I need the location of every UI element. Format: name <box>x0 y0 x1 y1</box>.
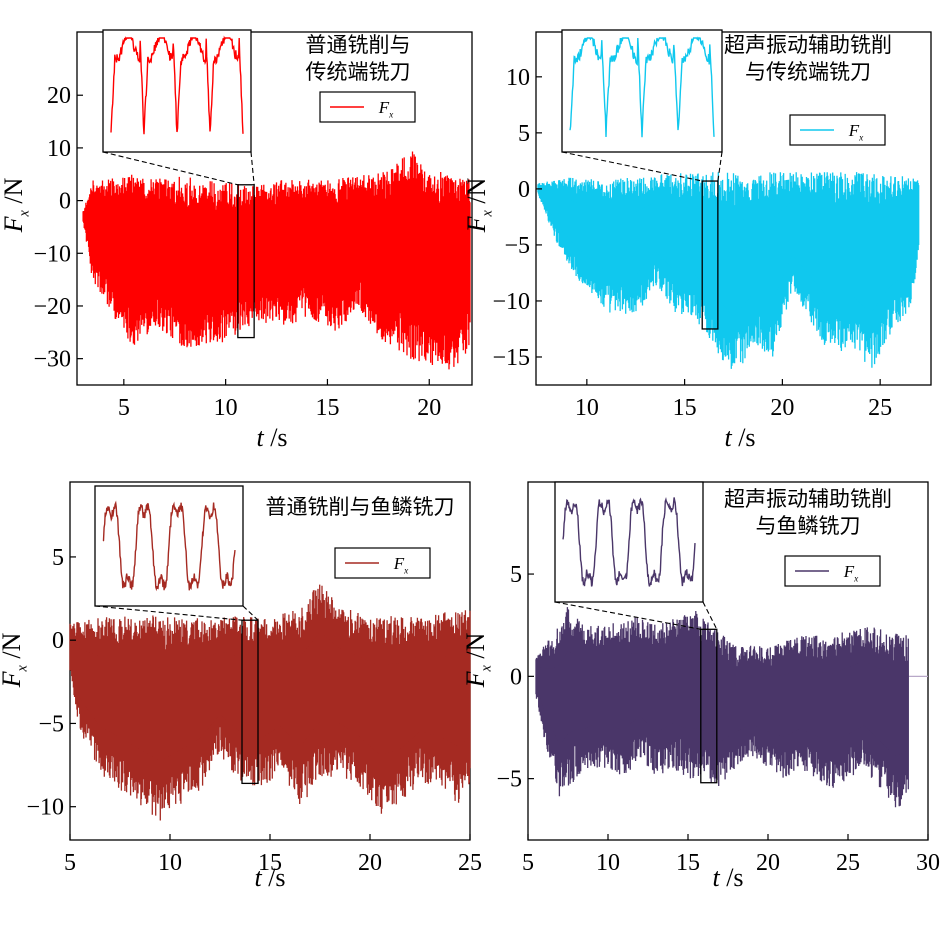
x-tick-label: 30 <box>916 850 940 876</box>
x-tick-label: 15 <box>315 395 339 421</box>
y-tick-label: 0 <box>518 177 530 203</box>
x-axis-label: t /s <box>256 423 287 452</box>
x-tick-label: 25 <box>868 395 892 421</box>
legend: Fx <box>789 114 886 146</box>
legend-label: Fx <box>843 562 859 584</box>
y-tick-label: 20 <box>47 83 71 109</box>
x-tick-label: 10 <box>596 850 620 876</box>
y-tick-label: 0 <box>52 628 64 654</box>
zoom-window <box>241 619 259 785</box>
zoom-window <box>237 184 255 339</box>
legend: Fx <box>319 91 416 123</box>
x-tick-label: 10 <box>158 850 182 876</box>
signal-core-band <box>83 201 468 314</box>
signal-series-fx <box>82 151 471 370</box>
signal-core-band <box>70 632 470 761</box>
x-tick-label: 15 <box>258 850 282 876</box>
annotation-text: 普通铣削与 <box>306 33 411 57</box>
y-tick-label: −10 <box>33 241 71 267</box>
y-tick-label: −5 <box>504 233 530 259</box>
y-tick-label: 5 <box>52 545 64 571</box>
zoom-connector <box>554 601 701 630</box>
legend-box <box>789 114 886 146</box>
legend-label: Fx <box>393 554 409 576</box>
signal-core-band <box>538 186 918 317</box>
signal-series-fx <box>69 584 471 821</box>
x-tick-label: 10 <box>575 395 599 421</box>
legend: Fx <box>334 547 431 579</box>
y-tick-label: 0 <box>510 664 522 690</box>
x-tick-label: 15 <box>676 850 700 876</box>
signal-core-band <box>536 650 907 757</box>
signal-series-fx <box>535 607 909 808</box>
x-tick-label: 10 <box>214 395 238 421</box>
x-tick-label: 20 <box>417 395 441 421</box>
chart-panel-c: 5 10 15 20 25 5 0 −5 −10 Fx /N t /s 普通铣削与鱼鳞铣刀 Fx <box>0 481 482 892</box>
y-tick-label: −5 <box>38 711 64 737</box>
legend-label: Fx <box>378 98 394 120</box>
y-tick-label: −10 <box>26 795 64 821</box>
y-tick-label: 10 <box>47 136 71 162</box>
y-tick-label: 5 <box>510 562 522 588</box>
zoom-connector <box>702 601 718 630</box>
y-tick-label: −20 <box>33 294 71 320</box>
chart-panel-a: 5 10 15 20 20 10 0 −10 −20 −30 Fx /N t /s 普通铣削与传统端铣刀… <box>0 29 473 452</box>
zoom-inset-trace <box>110 35 244 135</box>
annotation-text: 普通铣削与鱼鳞铣刀 <box>266 495 455 519</box>
chart-panel-b: 10 15 20 25 10 5 0 −5 −10 −15 Fx /N t /s 超声振动辅助铣削与传统… <box>462 29 932 452</box>
x-axis-label: t /s <box>724 423 755 452</box>
x-tick-label: 20 <box>358 850 382 876</box>
y-axis-label: Fx /N <box>0 632 31 688</box>
x-tick-label: 5 <box>64 850 76 876</box>
y-axis-label: Fx /N <box>462 177 496 233</box>
zoom-inset-trace <box>102 500 236 592</box>
annotation-text: 与鱼鳞铣刀 <box>756 514 861 538</box>
x-axis-label: t /s <box>712 863 743 892</box>
y-tick-label: −10 <box>492 289 530 315</box>
y-axis-label: Fx /N <box>0 177 33 233</box>
x-tick-label: 5 <box>522 850 534 876</box>
y-tick-label: 0 <box>59 189 71 215</box>
zoom-window <box>701 180 719 330</box>
x-tick-label: 25 <box>458 850 482 876</box>
zoom-inset-trace <box>562 497 696 587</box>
x-tick-label: 20 <box>770 395 794 421</box>
x-tick-label: 20 <box>756 850 780 876</box>
y-tick-label: −5 <box>496 767 522 793</box>
y-tick-label: 5 <box>518 121 530 147</box>
zoom-connector <box>94 605 243 621</box>
zoom-connector <box>242 605 259 621</box>
annotation-text: 超声振动辅助铣削 <box>724 487 892 511</box>
x-tick-label: 5 <box>118 395 130 421</box>
legend: Fx <box>784 555 881 587</box>
x-tick-label: 25 <box>836 850 860 876</box>
legend-label: Fx <box>848 121 864 143</box>
zoom-connector <box>250 151 255 185</box>
zoom-connector <box>102 151 238 186</box>
zoom-window <box>700 628 718 784</box>
x-tick-label: 15 <box>673 395 697 421</box>
legend-box <box>334 547 431 579</box>
y-tick-label: 10 <box>506 65 530 91</box>
x-axis-label: t /s <box>254 863 285 892</box>
y-axis-label: Fx /N <box>461 632 495 688</box>
zoom-connector <box>717 151 723 182</box>
annotation-text: 与传统端铣刀 <box>745 60 871 84</box>
zoom-inset-trace <box>569 36 715 138</box>
annotation-text: 超声振动辅助铣削 <box>724 33 892 57</box>
y-tick-label: −30 <box>33 347 71 373</box>
annotation-text: 传统端铣刀 <box>306 60 411 84</box>
zoom-inset <box>102 29 252 153</box>
y-tick-label: −15 <box>492 345 530 371</box>
